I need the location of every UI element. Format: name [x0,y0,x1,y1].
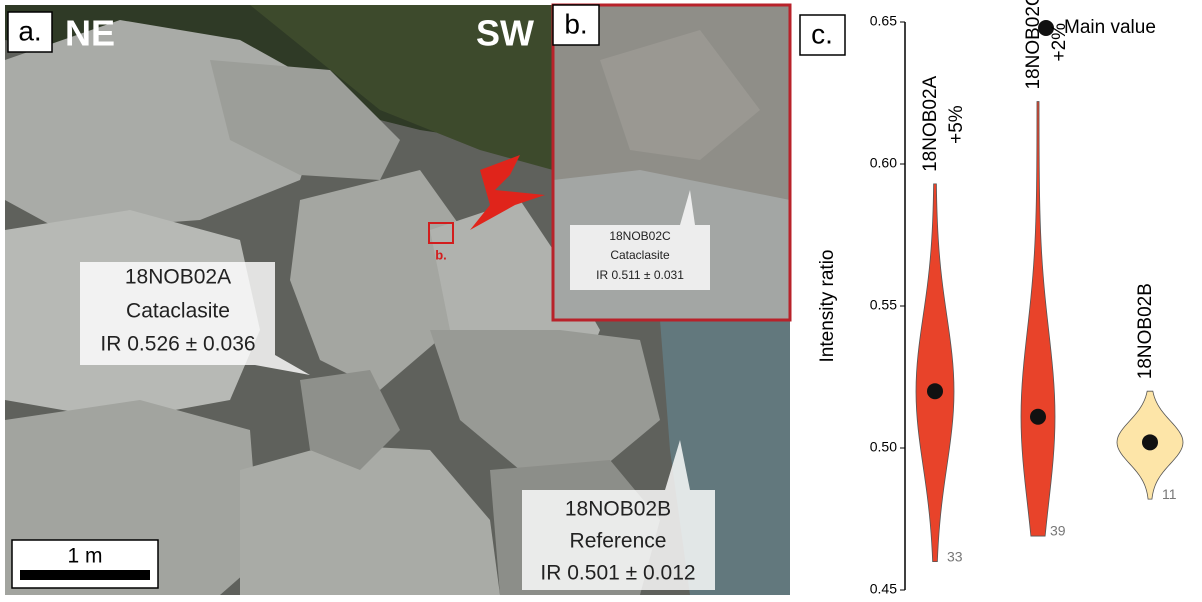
change-label: +5% [946,105,967,144]
panel-label: b. [564,8,587,39]
change-label: +2% [1049,23,1070,62]
main-value-dot [1142,434,1158,451]
count-label: 11 [1162,486,1177,502]
legend-label: Main value [1064,17,1156,38]
violin-chart: c. Intensity ratio Main value 0.45 0.50 0.… [799,0,1184,597]
callout-ir: IR 0.511 ± 0.031 [596,268,684,282]
direction-label: NE [65,13,115,54]
y-tick-label: 0.55 [870,297,897,313]
legend-marker [1038,20,1054,36]
direction-label: SW [476,13,534,54]
y-tick-label: 0.60 [870,155,897,171]
y-tick-label: 0.45 [870,581,897,597]
callout-lithology: Cataclasite [126,300,230,323]
count-label: 39 [1050,523,1066,539]
sample-label: 18NOB02A [920,75,941,171]
callout-sample: 18NOB02A [125,266,231,289]
y-tick-label: 0.50 [870,439,897,455]
callout-ir: IR 0.526 ± 0.036 [100,333,255,356]
scale-bar-label: 1 m [67,545,102,568]
count-label: 33 [947,548,963,564]
callout-ir: IR 0.501 ± 0.012 [540,562,695,585]
main-value-dot [1030,408,1046,425]
sample-label: 18NOB02B [1135,283,1156,379]
panel-label: a. [18,15,41,46]
panel-label: c. [811,18,833,49]
inset: 18NOB02C Cataclasite IR 0.511 ± 0.031 b. [551,3,792,322]
callout-lithology: Cataclasite [610,248,670,262]
callout-sample: 18NOB02C [609,229,671,243]
y-tick-label: 0.65 [870,13,897,29]
callout-sample: 18NOB02B [565,498,671,521]
violin [915,183,955,562]
main-value-dot [927,383,943,400]
callout-lithology: Reference [570,530,667,553]
sample-label: 18NOB02C [1023,0,1044,90]
y-axis-label: Intensity ratio [817,250,838,363]
violin [1020,101,1056,537]
marker-label: b. [435,247,447,262]
